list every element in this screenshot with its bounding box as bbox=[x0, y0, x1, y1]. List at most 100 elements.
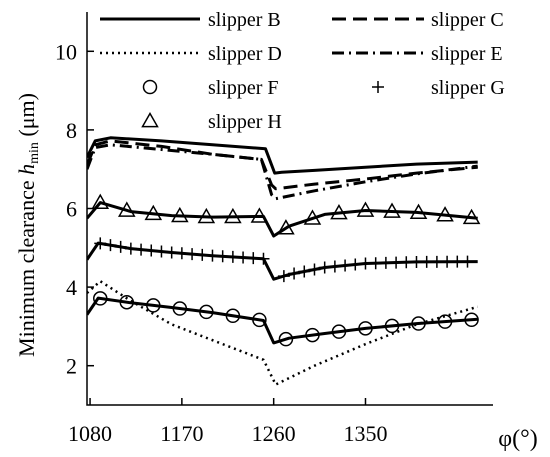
data-point bbox=[199, 304, 214, 320]
data-point bbox=[451, 255, 464, 268]
series-line bbox=[87, 241, 478, 281]
data-point bbox=[328, 260, 341, 273]
data-point bbox=[305, 327, 320, 343]
data-point bbox=[124, 242, 137, 255]
data-point bbox=[400, 256, 413, 269]
data-point bbox=[117, 201, 136, 217]
legend-label: slipper D bbox=[208, 43, 282, 65]
data-point bbox=[430, 255, 443, 268]
data-point bbox=[436, 206, 454, 222]
series-slipper-f bbox=[87, 291, 479, 347]
data-point bbox=[175, 247, 188, 260]
data-point bbox=[410, 255, 423, 268]
data-point bbox=[308, 263, 321, 276]
x-tick-label: 1170 bbox=[160, 421, 203, 446]
data-point bbox=[303, 209, 322, 225]
series-line bbox=[87, 139, 478, 191]
series-slipper-h bbox=[87, 193, 481, 238]
data-point bbox=[247, 252, 260, 265]
data-point bbox=[114, 240, 127, 253]
data-point bbox=[119, 294, 135, 310]
legend-item: slipper B bbox=[100, 9, 281, 31]
legend-item: slipper F bbox=[142, 77, 279, 99]
data-point bbox=[146, 298, 161, 313]
data-point bbox=[278, 331, 294, 347]
data-point bbox=[206, 249, 219, 262]
series-line bbox=[87, 136, 478, 175]
x-axis-label: φ(°) bbox=[498, 426, 537, 452]
y-tick-label: 2 bbox=[66, 354, 77, 379]
series-line bbox=[87, 201, 478, 238]
data-point bbox=[226, 250, 239, 263]
plot-area bbox=[87, 136, 481, 386]
data-point bbox=[298, 265, 311, 278]
data-point bbox=[409, 203, 428, 220]
axis-lines bbox=[86, 12, 493, 406]
axes: 1080 1170 1260 1350 2 4 6 8 10 bbox=[55, 12, 493, 446]
legend-item: slipper E bbox=[332, 43, 503, 65]
legend-label: slipper B bbox=[208, 9, 281, 31]
data-point bbox=[216, 250, 229, 263]
y-tick-label: 4 bbox=[66, 275, 77, 300]
x-tick-label: 1260 bbox=[252, 421, 296, 446]
data-point bbox=[461, 255, 474, 268]
series-line bbox=[87, 296, 478, 345]
data-point bbox=[145, 244, 158, 257]
data-point bbox=[339, 259, 352, 272]
data-point bbox=[104, 239, 117, 252]
data-point bbox=[250, 207, 269, 223]
data-point bbox=[224, 207, 242, 224]
legend-label: slipper C bbox=[431, 9, 504, 31]
data-point bbox=[384, 318, 400, 334]
data-point bbox=[237, 251, 250, 264]
legend-item: slipper C bbox=[332, 9, 504, 31]
data-point bbox=[441, 255, 454, 268]
y-axis-label: Minimum clearance hmin (μm) bbox=[14, 93, 42, 357]
data-point bbox=[93, 291, 108, 306]
data-point bbox=[172, 301, 188, 316]
data-point bbox=[420, 255, 433, 268]
data-point bbox=[349, 258, 362, 271]
data-point bbox=[383, 202, 401, 218]
legend-label: slipper G bbox=[431, 77, 505, 99]
data-point bbox=[196, 248, 209, 261]
series-slipper-b bbox=[87, 136, 478, 175]
data-point bbox=[94, 237, 107, 250]
data-point bbox=[390, 256, 403, 269]
data-point bbox=[91, 193, 110, 209]
x-tick-label: 1080 bbox=[68, 421, 112, 446]
data-point bbox=[358, 321, 373, 336]
data-point bbox=[330, 204, 348, 220]
series-line bbox=[87, 279, 479, 386]
data-point bbox=[331, 324, 347, 339]
data-point bbox=[257, 252, 270, 265]
y-tick-label: 8 bbox=[66, 118, 77, 143]
legend-swatch bbox=[142, 79, 158, 95]
legend-label: slipper F bbox=[208, 77, 279, 99]
data-point bbox=[318, 261, 331, 274]
data-point bbox=[379, 256, 392, 269]
data-point bbox=[135, 243, 148, 256]
data-point bbox=[171, 206, 189, 223]
data-point bbox=[277, 219, 295, 235]
data-point bbox=[144, 204, 163, 221]
series-slipper-g bbox=[87, 237, 478, 283]
data-point bbox=[165, 246, 178, 259]
y-tick-label: 10 bbox=[55, 39, 77, 64]
data-point bbox=[225, 308, 241, 324]
data-point bbox=[186, 248, 199, 261]
legend-item: slipper G bbox=[372, 77, 505, 99]
data-point bbox=[411, 316, 426, 331]
data-point bbox=[155, 245, 168, 258]
x-tick-label: 1350 bbox=[343, 421, 387, 446]
legend-item: slipper H bbox=[141, 111, 282, 133]
data-point bbox=[369, 257, 382, 270]
legend-label: slipper H bbox=[208, 111, 282, 133]
data-point bbox=[464, 312, 479, 328]
series-slipper-d bbox=[87, 279, 479, 386]
data-point bbox=[359, 257, 372, 270]
data-point bbox=[462, 208, 481, 225]
legend: slipper B slipper C slipper D slipper E slip… bbox=[100, 9, 505, 133]
data-point bbox=[277, 270, 290, 283]
